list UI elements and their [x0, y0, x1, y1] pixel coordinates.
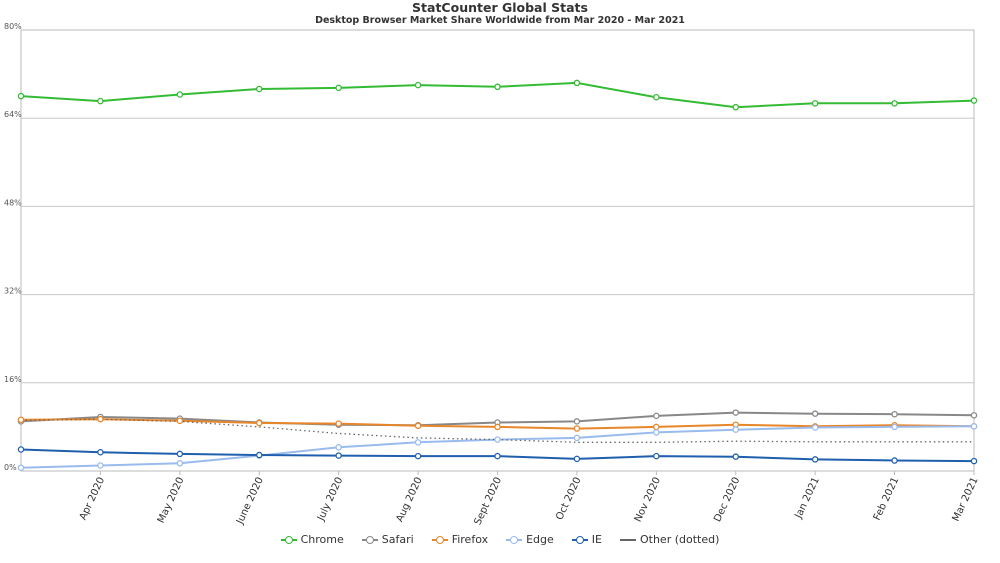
data-point-firefox [494, 423, 501, 431]
legend-label: Other (dotted) [639, 533, 720, 546]
legend: Chrome Safari Firefox Edge IE Other (dotted) [0, 533, 1000, 546]
data-point-ie [176, 450, 184, 458]
data-point-firefox [97, 415, 104, 423]
data-point-ie [494, 452, 501, 460]
data-point-chrome [573, 79, 581, 87]
data-point-firefox [573, 425, 581, 432]
legend-label: Firefox [451, 533, 489, 546]
data-point-ie [414, 452, 422, 460]
data-point-chrome [414, 81, 422, 89]
data-point-chrome [97, 97, 104, 105]
legend-swatch [431, 534, 448, 546]
x-tick-label: Nov 2020 [633, 476, 663, 524]
legend-label: IE [591, 533, 602, 546]
legend-swatch [506, 534, 523, 546]
data-point-firefox [653, 423, 660, 431]
data-point-firefox [414, 422, 422, 430]
data-point-edge [97, 462, 104, 469]
legend-swatch [361, 534, 378, 546]
data-point-ie [970, 457, 978, 465]
x-tick-label: Apr 2020 [78, 476, 107, 522]
chart-title: StatCounter Global Stats [412, 0, 588, 15]
data-point-edge [494, 436, 501, 443]
x-tick-label: June 2020 [234, 476, 266, 527]
data-point-ie [891, 457, 898, 464]
legend-item-edge[interactable]: Edge [506, 533, 554, 546]
data-point-chrome [176, 91, 184, 98]
data-point-edge [891, 423, 898, 431]
y-tick-label: 80% [4, 22, 22, 31]
x-tick-label: Sept 2020 [473, 476, 505, 527]
y-tick-label: 64% [4, 110, 22, 119]
data-point-chrome [891, 100, 898, 107]
y-tick-label: 48% [4, 198, 22, 207]
legend-swatch [280, 534, 297, 546]
series-lines [20, 81, 975, 469]
data-point-chrome [970, 97, 978, 104]
data-point-chrome [17, 92, 25, 100]
x-tick-label: Mar 2021 [951, 476, 981, 524]
data-point-safari [653, 412, 660, 420]
data-point-edge [970, 423, 978, 430]
data-point-chrome [653, 94, 660, 101]
data-point-chrome [732, 103, 740, 111]
data-point-edge [176, 460, 184, 467]
data-point-safari [811, 410, 819, 417]
data-point-ie [811, 456, 819, 463]
data-point-edge [811, 424, 819, 431]
legend-label: Chrome [300, 533, 344, 546]
y-tick-label: 16% [4, 375, 22, 384]
data-point-safari [891, 410, 898, 418]
x-tick-label: Dec 2020 [712, 476, 742, 524]
data-point-ie [335, 452, 342, 459]
data-point-ie [97, 449, 104, 456]
data-point-firefox [176, 417, 184, 425]
x-tick-label: Aug 2020 [394, 476, 424, 524]
series-line-edge [20, 425, 975, 469]
data-point-ie [653, 452, 660, 460]
data-point-chrome [335, 84, 342, 92]
legend-item-other-dotted[interactable]: Other (dotted) [619, 533, 720, 546]
legend-label: Safari [381, 533, 414, 546]
data-point-edge [732, 426, 740, 433]
legend-swatch [619, 534, 636, 546]
data-point-edge [17, 464, 25, 471]
data-point-firefox [255, 419, 263, 427]
legend-item-chrome[interactable]: Chrome [280, 533, 344, 546]
legend-item-firefox[interactable]: Firefox [431, 533, 489, 546]
chart-subtitle: Desktop Browser Market Share Worldwide f… [315, 15, 685, 26]
legend-item-safari[interactable]: Safari [361, 533, 414, 546]
data-point-safari [573, 418, 581, 425]
data-point-safari [970, 412, 978, 419]
y-tick-label: 32% [4, 287, 22, 296]
x-tick-label: Jan 2021 [793, 476, 822, 521]
legend-item-ie[interactable]: IE [571, 533, 602, 546]
x-tick-label: July 2020 [315, 476, 345, 524]
legend-label: Edge [526, 533, 554, 546]
data-point-chrome [811, 100, 819, 107]
x-tick-label: Oct 2020 [554, 476, 583, 522]
legend-swatch [571, 534, 588, 546]
series-markers [17, 79, 978, 471]
data-point-ie [17, 446, 25, 453]
data-point-firefox [335, 420, 342, 427]
x-tick-label: May 2020 [156, 476, 187, 525]
data-point-firefox [17, 416, 25, 423]
data-point-edge [653, 429, 660, 436]
x-tick-label: Feb 2021 [872, 476, 902, 523]
data-point-ie [573, 455, 581, 463]
data-point-edge [335, 444, 342, 451]
data-point-edge [414, 439, 422, 446]
data-point-ie [255, 451, 263, 459]
axes [20, 29, 975, 475]
data-point-safari [732, 409, 740, 416]
y-tick-label: 0% [4, 463, 17, 472]
data-point-ie [732, 453, 740, 460]
data-point-chrome [494, 83, 501, 91]
data-point-edge [573, 434, 581, 442]
data-point-chrome [255, 85, 263, 93]
